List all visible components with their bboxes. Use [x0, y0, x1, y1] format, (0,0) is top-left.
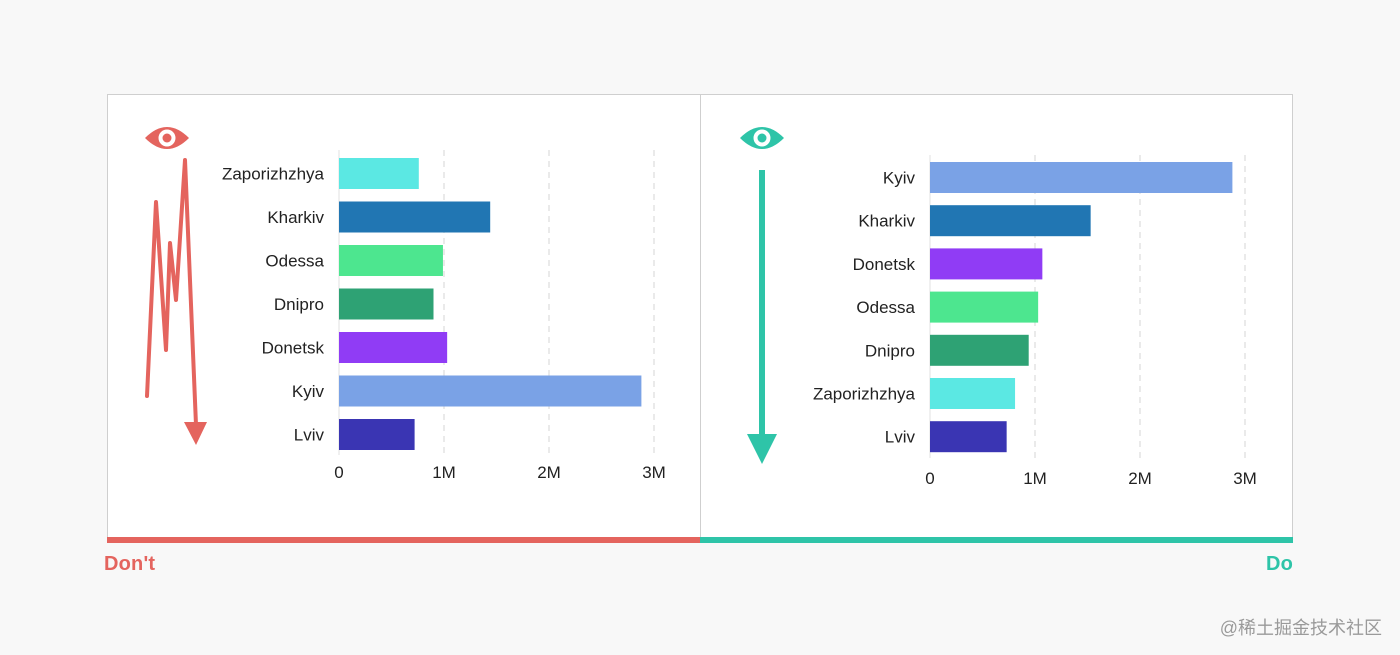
bar-lviv	[930, 421, 1007, 453]
dont-label: Don't	[104, 553, 156, 575]
bar-kharkiv	[339, 201, 491, 233]
do-label: Do	[1265, 553, 1293, 575]
left-eye-icon	[145, 127, 189, 149]
x-tick-label: 0	[925, 469, 934, 488]
dont-accent-strip	[107, 537, 700, 543]
bar-kyiv	[930, 162, 1233, 193]
bar-dnipro	[339, 288, 434, 320]
do-accent-strip	[700, 537, 1293, 543]
category-label: Kharkiv	[858, 212, 915, 231]
dont-bar-chart: 0 1M 2M 3M Zaporizhzhya Kharkiv Odessa Dnipro Do…	[222, 150, 666, 482]
category-label: Donetsk	[262, 339, 325, 358]
category-label: Dnipro	[865, 341, 915, 360]
x-tick-label: 1M	[1023, 469, 1047, 488]
category-label: Zaporizhzhya	[813, 385, 916, 404]
category-label: Kharkiv	[267, 208, 324, 227]
category-label: Odessa	[265, 252, 324, 271]
x-tick-label: 3M	[1233, 469, 1257, 488]
bar-donetsk	[930, 248, 1043, 280]
bar-zaporizhzhya	[930, 378, 1016, 409]
bar-odessa	[339, 245, 443, 276]
x-tick-label: 3M	[642, 463, 666, 482]
x-tick-label: 2M	[537, 463, 561, 482]
bar-lviv	[339, 419, 415, 450]
category-label: Zaporizhzhya	[222, 165, 325, 184]
do-bar-chart: 0 1M 2M 3M Kyiv Kharkiv Donetsk Odessa Dnipro Zap…	[813, 155, 1257, 488]
bar-kyiv	[339, 375, 642, 407]
bar-donetsk	[339, 332, 448, 363]
watermark-text: @稀土掘金技术社区	[1219, 618, 1382, 638]
category-label: Kyiv	[883, 169, 916, 188]
zigzag-arrow-icon	[145, 158, 207, 445]
bar-dnipro	[930, 334, 1029, 366]
right-eye-icon	[740, 127, 784, 149]
category-label: Lviv	[294, 426, 325, 445]
bar-kharkiv	[930, 205, 1091, 237]
category-label: Donetsk	[853, 255, 916, 274]
category-label: Odessa	[856, 298, 915, 317]
x-tick-label: 0	[334, 463, 343, 482]
bar-odessa	[930, 291, 1039, 323]
category-label: Dnipro	[274, 295, 324, 314]
panel-divider	[700, 94, 701, 540]
category-label: Kyiv	[292, 382, 325, 401]
bar-zaporizhzhya	[339, 158, 419, 189]
down-arrow-icon	[747, 170, 777, 464]
x-tick-label: 1M	[432, 463, 456, 482]
x-tick-label: 2M	[1128, 469, 1152, 488]
category-label: Lviv	[885, 428, 916, 447]
